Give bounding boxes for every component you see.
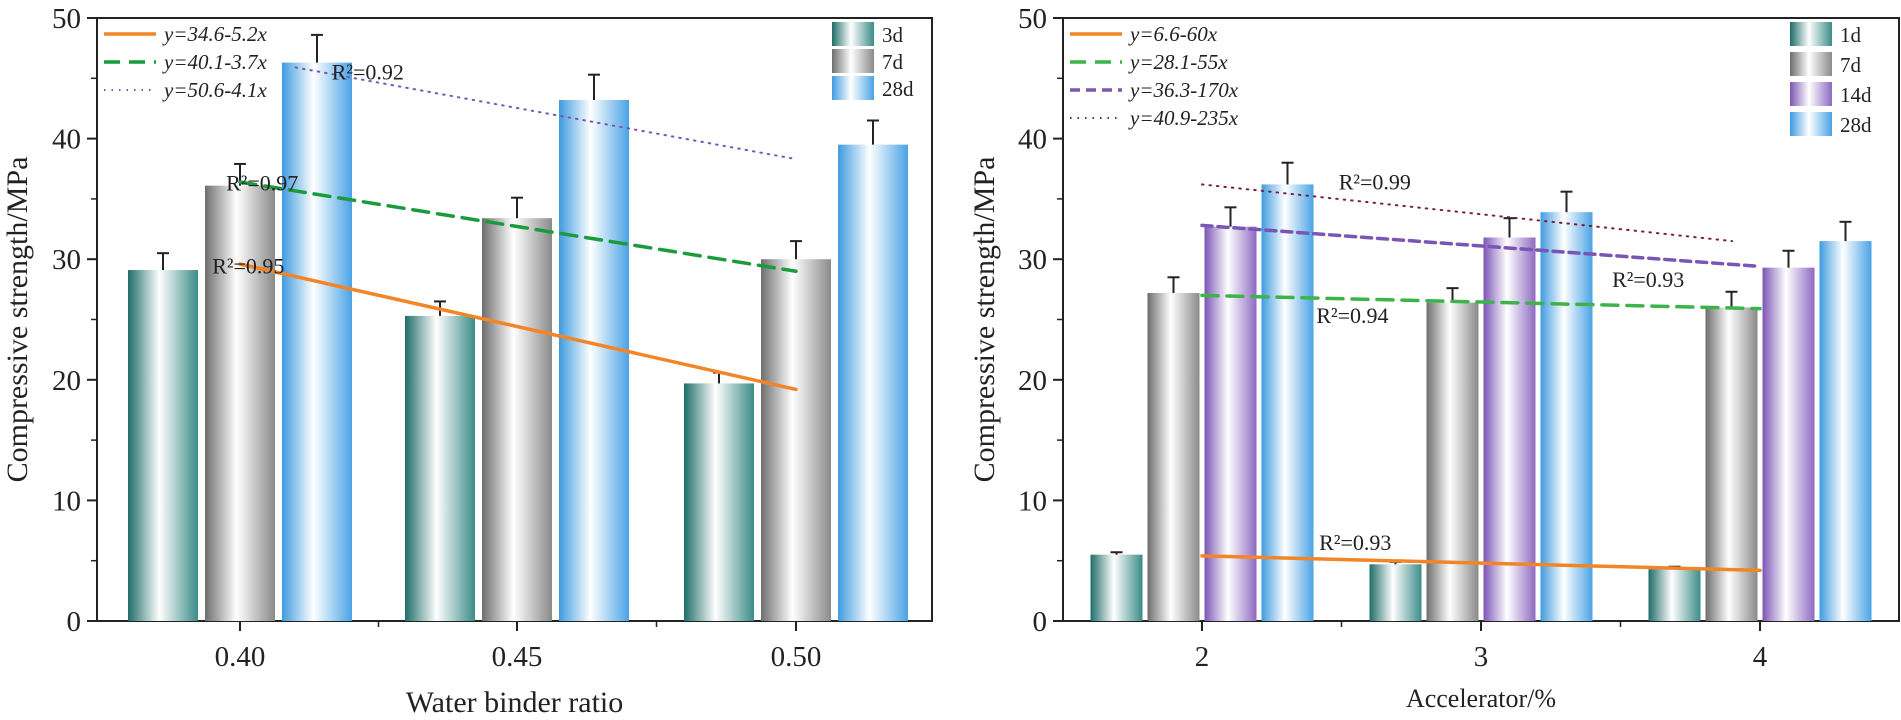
r2-annotation: R²=0.95: [212, 254, 284, 279]
x-tick-label: 3: [1474, 641, 1489, 673]
legend-equation: y=50.6-4.1x: [162, 78, 267, 102]
x-tick-label: 0.40: [215, 641, 266, 673]
legend-label: 3d: [882, 23, 904, 47]
bar-7d-0.40: [205, 185, 275, 621]
fit-line-2: [1200, 293, 1762, 311]
y-tick-label: 0: [1033, 606, 1048, 638]
r2-annotation: R²=0.99: [1339, 169, 1411, 194]
legend-swatch-28d: [832, 76, 874, 100]
bar-28d-3: [1540, 212, 1593, 621]
bar-14d-2: [1204, 226, 1257, 621]
legend-equation: y=6.6-60x: [1128, 22, 1218, 46]
bar-3d-0.50: [684, 383, 754, 621]
legend-swatch-1d: [1790, 22, 1832, 46]
chart-panel-1: 0 10 20 30 40 50 0.40 0.45 0.50 Water binder rati…: [1, 3, 933, 719]
y-tick-label: 40: [52, 124, 81, 156]
bar-1d-4: [1648, 569, 1701, 621]
bar-1d-2: [1090, 554, 1143, 621]
y-tick-label: 30: [1018, 244, 1047, 276]
fit-line-2: [238, 180, 798, 274]
y-tick-label: 10: [1018, 485, 1047, 517]
bar-7d-0.50: [761, 259, 831, 621]
legend-label: 7d: [1840, 53, 1862, 77]
legend-label: 14d: [1840, 83, 1872, 107]
bar-28d-0.45: [559, 100, 629, 622]
legend-swatch-14d: [1790, 82, 1832, 106]
bar-14d-4: [1762, 267, 1815, 621]
bar-28d-0.50: [838, 144, 908, 621]
bar-1d-3: [1369, 564, 1422, 621]
x-axis-title: Water binder ratio: [406, 686, 624, 719]
y-tick-label: 50: [1018, 3, 1047, 35]
bar-7d-2: [1147, 292, 1200, 621]
legend-label: 28d: [882, 77, 914, 101]
legend-equation: y=34.6-5.2x: [162, 22, 267, 46]
bar-28d-2: [1261, 184, 1314, 622]
bar-7d-4: [1705, 307, 1758, 621]
y-tick-label: 20: [52, 365, 81, 397]
r2-annotation: R²=0.92: [332, 60, 404, 85]
y-axis-title: Compressive strength/MPa: [968, 157, 1001, 483]
y-tick-label: 20: [1018, 365, 1047, 397]
bar-3d-0.40: [128, 270, 198, 621]
bar-28d-4: [1819, 241, 1872, 622]
legend-label: 1d: [1840, 23, 1862, 47]
legend-equation: y=40.1-3.7x: [162, 50, 267, 74]
x-tick-label: 0.45: [492, 641, 543, 673]
y-tick-label: 0: [67, 606, 82, 638]
bar-7d-0.45: [482, 218, 552, 622]
fit-line-4: [1201, 183, 1734, 243]
bar-28d-0.40: [282, 62, 352, 621]
r2-annotation: R²=0.94: [1316, 303, 1388, 328]
legend-equation: y=40.9-235x: [1128, 106, 1239, 130]
fit-line-1: [238, 262, 798, 392]
bar-3d-0.45: [405, 315, 475, 621]
legend-swatch-28d: [1790, 112, 1832, 136]
x-axis-title: Accelerator/%: [1406, 684, 1556, 713]
r2-annotation: R²=0.93: [1612, 267, 1684, 292]
r2-annotation: R²=0.97: [226, 170, 298, 195]
legend-swatch-3d: [832, 22, 874, 46]
x-tick-label: 4: [1753, 641, 1768, 673]
fit-line-3: [294, 66, 797, 161]
fit-line-3: [1200, 223, 1762, 269]
y-axis-title: Compressive strength/MPa: [1, 157, 34, 483]
x-tick-label: 0.50: [771, 641, 822, 673]
legend-swatch-7d: [832, 49, 874, 73]
legend-label: 7d: [882, 50, 904, 74]
legend-equation: y=36.3-170x: [1128, 78, 1239, 102]
y-tick-label: 40: [1018, 124, 1047, 156]
legend-swatch-7d: [1790, 52, 1832, 76]
y-tick-label: 50: [52, 3, 81, 35]
legend-label: 28d: [1840, 113, 1872, 137]
bar-7d-3: [1426, 302, 1479, 621]
r2-annotation: R²=0.93: [1319, 530, 1391, 555]
x-tick-label: 2: [1195, 641, 1210, 673]
y-tick-label: 30: [52, 244, 81, 276]
fit-line-1: [1200, 554, 1762, 573]
chart-panel-2: 0 10 20 30 40 50 2 3 4 Accelerator/% Compressive s…: [968, 3, 1900, 713]
legend-equation: y=28.1-55x: [1128, 50, 1228, 74]
y-tick-label: 10: [52, 485, 81, 517]
